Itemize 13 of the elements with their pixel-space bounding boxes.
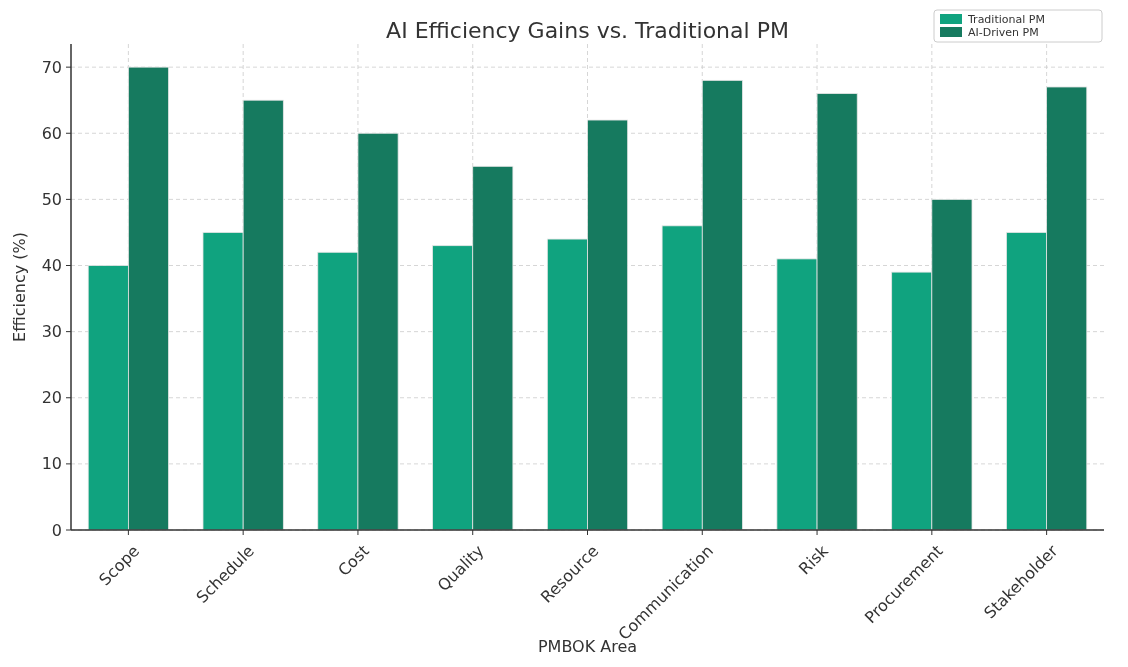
y-tick-label: 10 (41, 454, 62, 474)
legend-label: AI-Driven PM (968, 26, 1039, 39)
y-tick-label: 30 (41, 322, 62, 342)
y-tick-label: 70 (41, 57, 62, 77)
y-axis-title: Efficiency (%) (10, 232, 29, 342)
y-tick-label: 50 (41, 189, 62, 209)
chart-title: AI Efficiency Gains vs. Traditional PM (386, 18, 789, 43)
y-tick-label: 60 (41, 123, 62, 143)
y-tick-label: 20 (41, 388, 62, 408)
x-axis-title: PMBOK Area (537, 637, 638, 656)
y-tick-label: 0 (51, 520, 62, 540)
y-tick-label: 40 (41, 256, 62, 276)
legend-label: Traditional PM (967, 13, 1045, 26)
